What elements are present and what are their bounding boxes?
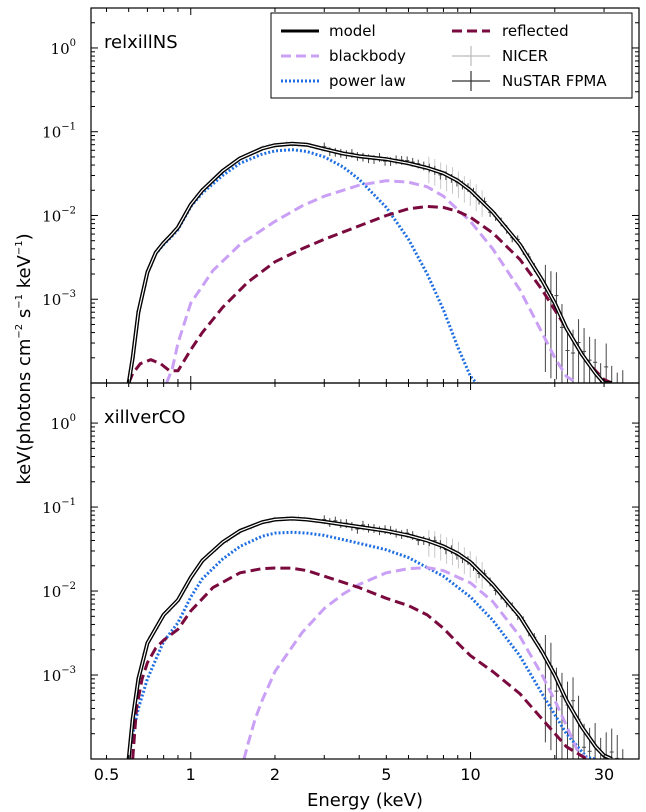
model-line	[128, 517, 613, 759]
legend-label: NuSTAR FPMA	[502, 72, 607, 90]
y-axis-title-exp3: −1	[14, 240, 25, 255]
y-axis-title-exp1: −2	[14, 324, 25, 339]
legend-label: blackbody	[329, 47, 406, 65]
y-tick-base: 10	[42, 207, 61, 225]
plot-area	[126, 515, 624, 759]
blackbody-line	[165, 179, 578, 383]
x-tick-label: 5	[381, 765, 391, 784]
y-tick-label: 10−3	[42, 289, 76, 309]
x-tick-label: 1	[186, 765, 196, 784]
legend-label: reflected	[502, 22, 569, 40]
model-line	[128, 143, 612, 383]
y-tick-label: 10−3	[42, 665, 76, 685]
y-tick-exp: −1	[61, 497, 76, 508]
panel-label: relxillNS	[104, 32, 178, 53]
y-tick-exp: 0	[70, 413, 76, 424]
y-tick-label: 10−1	[42, 122, 76, 142]
y-axis-title-mid: s	[14, 309, 35, 324]
legend-label: model	[329, 22, 376, 40]
y-tick-base: 10	[51, 40, 70, 58]
y-tick-base: 10	[42, 291, 61, 309]
y-tick-base: 10	[42, 499, 61, 517]
legend-label: power law	[329, 72, 406, 90]
y-tick-exp: 0	[70, 38, 76, 49]
x-tick-labels: 0.5 1 2 5 10 30	[94, 765, 614, 784]
plot-area	[126, 140, 624, 383]
y-tick-label: 10−2	[42, 205, 76, 225]
y-tick-exp: −2	[61, 205, 76, 216]
y-tick-base: 10	[42, 124, 61, 142]
reflected-line	[131, 566, 588, 759]
y-tick-base: 10	[42, 583, 61, 601]
x-axis-title: Energy (keV)	[307, 790, 423, 811]
legend-label: NICER	[502, 47, 548, 65]
y-tick-label: 100	[51, 38, 76, 58]
y-tick-exp: −3	[61, 665, 76, 676]
y-axis-title-exp2: −1	[14, 294, 25, 309]
y-tick-base: 10	[42, 667, 61, 685]
x-tick-label: 2	[270, 765, 280, 784]
x-tick-label: 0.5	[94, 765, 119, 784]
y-tick-exp: −3	[61, 289, 76, 300]
y-tick-exp: −1	[61, 122, 76, 133]
model-line-outline	[126, 141, 612, 383]
reflected-line	[127, 205, 613, 383]
power-law-line	[127, 530, 596, 759]
x-tick-label: 10	[460, 765, 480, 784]
y-tick-label: 10−2	[42, 581, 76, 601]
y-tick-label: 10−1	[42, 497, 76, 517]
y-axis-title-mid2: keV	[14, 254, 35, 294]
y-tick-exp: −2	[61, 581, 76, 592]
panel-frame	[90, 382, 640, 760]
y-tick-label: 100	[51, 413, 76, 433]
legend: model blackbody power law reflected NICER NuS…	[270, 12, 633, 99]
panel-label: xillverCO	[104, 407, 186, 428]
blackbody-line	[242, 566, 588, 759]
y-axis-title-suffix: )	[14, 233, 35, 240]
y-tick-base: 10	[51, 415, 70, 433]
legend-box	[270, 12, 633, 99]
x-tick-label: 30	[594, 765, 614, 784]
y-axis-title: keV(photons cm−2 s−1 keV−1)	[14, 233, 35, 484]
model-line-outline	[126, 516, 613, 759]
power-law-line	[127, 148, 478, 383]
y-axis-title-prefix: keV(photons cm	[14, 339, 35, 485]
